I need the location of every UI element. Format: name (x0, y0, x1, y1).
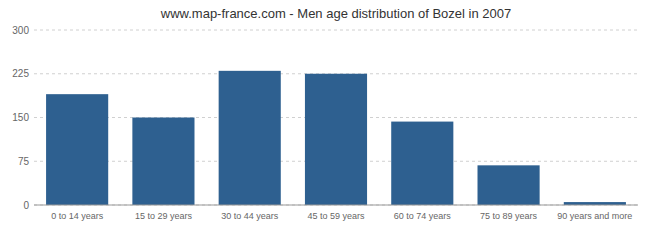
bar (132, 118, 194, 206)
y-tick-label: 150 (12, 112, 29, 123)
grid (34, 30, 638, 205)
grid-line (34, 205, 638, 206)
x-tick-label: 75 to 89 years (480, 211, 538, 221)
x-tick-label: 90 years and more (557, 211, 632, 221)
bar (478, 165, 540, 205)
x-tick-label: 30 to 44 years (221, 211, 279, 221)
chart-svg: www.map-france.com - Men age distributio… (0, 0, 650, 229)
bar (219, 71, 281, 205)
y-tick-label: 0 (23, 200, 29, 211)
x-tick-label: 0 to 14 years (51, 211, 104, 221)
x-tick-label: 60 to 74 years (394, 211, 452, 221)
bar (391, 122, 453, 205)
y-tick-label: 300 (12, 25, 29, 36)
x-axis-line (34, 205, 638, 206)
bars (46, 71, 626, 205)
bar (305, 74, 367, 205)
x-tick-label: 15 to 29 years (135, 211, 193, 221)
bar (46, 94, 108, 205)
chart-container: www.map-france.com - Men age distributio… (0, 0, 650, 229)
grid-line (34, 30, 638, 31)
chart-title: www.map-france.com - Men age distributio… (160, 6, 511, 21)
x-tick-label: 45 to 59 years (307, 211, 365, 221)
y-tick-label: 225 (12, 68, 29, 79)
y-tick-label: 75 (18, 156, 30, 167)
